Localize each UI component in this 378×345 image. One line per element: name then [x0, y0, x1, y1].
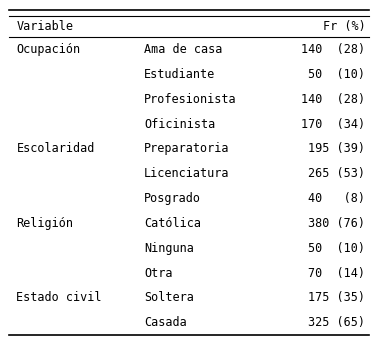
Text: Estado civil: Estado civil: [16, 291, 102, 304]
Text: 325 (65): 325 (65): [308, 316, 366, 329]
Text: Casada: Casada: [144, 316, 187, 329]
Text: Católica: Católica: [144, 217, 201, 230]
Text: 50  (10): 50 (10): [308, 242, 366, 255]
Text: 170  (34): 170 (34): [301, 118, 366, 131]
Text: Religión: Religión: [16, 217, 73, 230]
Text: Escolaridad: Escolaridad: [16, 142, 95, 156]
Text: 140  (28): 140 (28): [301, 93, 366, 106]
Text: Otra: Otra: [144, 267, 172, 279]
Text: Oficinista: Oficinista: [144, 118, 215, 131]
Text: Ninguna: Ninguna: [144, 242, 194, 255]
Text: 50  (10): 50 (10): [308, 68, 366, 81]
Text: Ocupación: Ocupación: [16, 43, 81, 56]
Text: Preparatoria: Preparatoria: [144, 142, 229, 156]
Text: Fr (%): Fr (%): [322, 20, 366, 33]
Text: Licenciatura: Licenciatura: [144, 167, 229, 180]
Text: 175 (35): 175 (35): [308, 291, 366, 304]
Text: 40   (8): 40 (8): [308, 192, 366, 205]
Text: Ama de casa: Ama de casa: [144, 43, 222, 56]
Text: Variable: Variable: [16, 20, 73, 33]
Text: 265 (53): 265 (53): [308, 167, 366, 180]
Text: 380 (76): 380 (76): [308, 217, 366, 230]
Text: Estudiante: Estudiante: [144, 68, 215, 81]
Text: 70  (14): 70 (14): [308, 267, 366, 279]
Text: 140  (28): 140 (28): [301, 43, 366, 56]
Text: Soltera: Soltera: [144, 291, 194, 304]
Text: 195 (39): 195 (39): [308, 142, 366, 156]
Text: Profesionista: Profesionista: [144, 93, 237, 106]
Text: Posgrado: Posgrado: [144, 192, 201, 205]
